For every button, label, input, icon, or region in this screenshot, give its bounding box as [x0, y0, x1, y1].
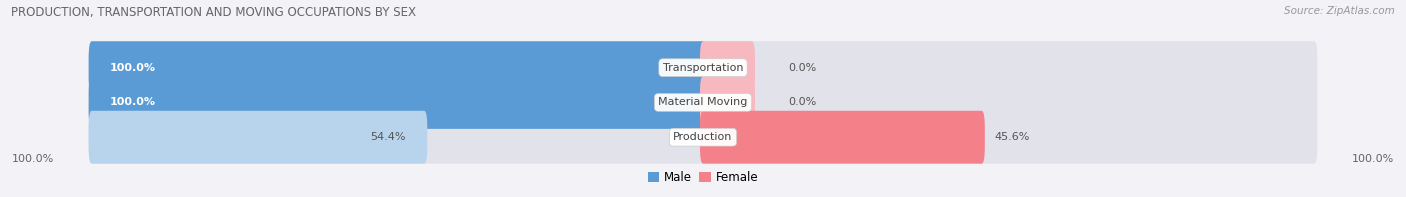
- FancyBboxPatch shape: [89, 76, 706, 129]
- FancyBboxPatch shape: [89, 41, 1317, 94]
- Text: Production: Production: [673, 132, 733, 142]
- Legend: Male, Female: Male, Female: [643, 166, 763, 189]
- Text: 100.0%: 100.0%: [110, 63, 156, 73]
- FancyBboxPatch shape: [700, 111, 984, 164]
- FancyBboxPatch shape: [89, 111, 427, 164]
- FancyBboxPatch shape: [89, 76, 1317, 129]
- Text: Source: ZipAtlas.com: Source: ZipAtlas.com: [1284, 6, 1395, 16]
- Text: Material Moving: Material Moving: [658, 98, 748, 107]
- Text: 100.0%: 100.0%: [110, 98, 156, 107]
- FancyBboxPatch shape: [89, 41, 706, 94]
- FancyBboxPatch shape: [700, 41, 755, 94]
- Text: PRODUCTION, TRANSPORTATION AND MOVING OCCUPATIONS BY SEX: PRODUCTION, TRANSPORTATION AND MOVING OC…: [11, 6, 416, 19]
- Text: 100.0%: 100.0%: [13, 154, 55, 164]
- Text: 45.6%: 45.6%: [994, 132, 1029, 142]
- Text: Transportation: Transportation: [662, 63, 744, 73]
- Text: 0.0%: 0.0%: [789, 63, 817, 73]
- FancyBboxPatch shape: [700, 76, 755, 129]
- FancyBboxPatch shape: [89, 111, 1317, 164]
- Text: 100.0%: 100.0%: [1351, 154, 1393, 164]
- Text: 0.0%: 0.0%: [789, 98, 817, 107]
- Text: 54.4%: 54.4%: [370, 132, 406, 142]
